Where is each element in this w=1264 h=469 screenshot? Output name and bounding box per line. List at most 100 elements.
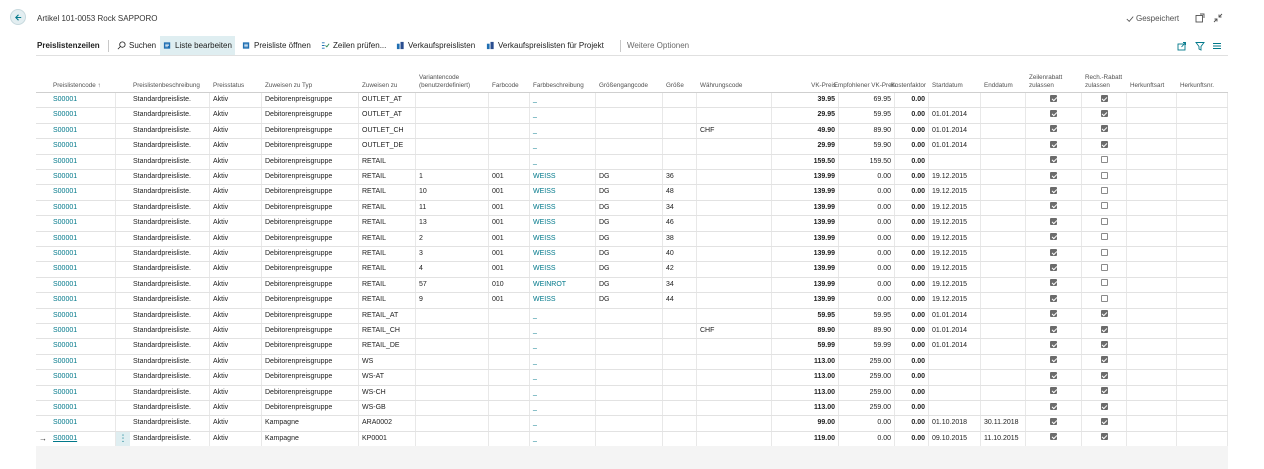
checkbox-checked[interactable] [1100,125,1108,133]
cell-source-no[interactable] [1177,431,1228,447]
cell-invoice-discount[interactable] [1082,154,1127,169]
cell-price-list-code[interactable]: S00001 [50,123,116,139]
cell-line-discount[interactable] [1026,170,1082,185]
cell-color-description[interactable]: _ [530,324,596,339]
table-row[interactable]: S00001 Standardpreisliste. Aktiv Debitorenp… [36,231,1228,247]
row-actions-menu-icon[interactable]: ⋮ [116,431,130,447]
checkbox-checked[interactable] [1100,402,1108,410]
table-row[interactable]: S00001 Standardpreisliste. Aktiv Debitorenp… [36,339,1228,355]
cell-source-no[interactable] [1177,216,1228,231]
table-row[interactable]: S00001 Standardpreisliste. Aktiv Debitorenp… [36,216,1228,232]
checkbox-unchecked[interactable] [1100,233,1108,241]
cell-price-list-code[interactable]: S00001 [50,262,116,277]
cell-invoice-discount[interactable] [1082,277,1127,293]
cell-source-type[interactable] [1127,123,1177,139]
cell-price-list-code[interactable]: S00001 [50,339,116,354]
col-header-recommended-price[interactable]: Empfohlener VK-Preis [833,82,897,89]
open-price-list-button[interactable]: Preisliste öffnen [239,36,314,55]
cell-source-no[interactable] [1177,139,1228,154]
checkbox-checked[interactable] [1100,310,1108,318]
table-row[interactable]: S00001 Standardpreisliste. Aktiv Debitorenp… [36,123,1228,140]
cell-source-type[interactable] [1127,354,1177,370]
col-header-invoice-discount[interactable]: Rech.-Rabatt zulassen [1085,74,1123,89]
table-row[interactable]: S00001 Standardpreisliste. Aktiv Debitorenp… [36,170,1228,186]
checkbox-checked[interactable] [1050,264,1057,272]
cell-color-description[interactable]: WEISS [530,262,596,277]
checkbox-checked[interactable] [1100,433,1108,441]
cell-source-type[interactable] [1127,293,1177,308]
cell-color-description[interactable]: _ [530,339,596,354]
cell-line-discount[interactable] [1026,308,1082,323]
cell-invoice-discount[interactable] [1082,339,1127,354]
cell-price-list-code[interactable]: S00001 [50,324,116,339]
cell-color-description[interactable]: _ [530,431,596,447]
checkbox-unchecked[interactable] [1100,217,1108,225]
cell-color-description[interactable]: _ [530,416,596,431]
cell-color-description[interactable]: WEISS [530,231,596,246]
checkbox-checked[interactable] [1100,371,1108,379]
cell-invoice-discount[interactable] [1082,93,1127,108]
cell-invoice-discount[interactable] [1082,416,1127,431]
checkbox-checked[interactable] [1100,418,1108,426]
cell-source-no[interactable] [1177,385,1228,400]
cell-invoice-discount[interactable] [1082,308,1127,323]
col-header-size[interactable]: Größe [666,82,684,89]
table-row[interactable]: → S00001 ⋮ Standardpreisliste. Aktiv Kampagne… [36,431,1228,448]
cell-source-type[interactable] [1127,247,1177,262]
cell-price-list-code[interactable]: S00001 [50,431,116,447]
col-header-price-list-code[interactable]: Preislistencode ↑ [53,82,101,89]
cell-color-description[interactable]: WEISS [530,293,596,308]
col-header-end-date[interactable]: Enddatum [984,82,1013,89]
checkbox-checked[interactable] [1050,171,1057,179]
cell-price-list-code[interactable]: S00001 [50,231,116,246]
cell-source-no[interactable] [1177,231,1228,246]
cell-price-list-code[interactable]: S00001 [50,93,116,108]
cell-source-no[interactable] [1177,154,1228,169]
cell-source-type[interactable] [1127,277,1177,293]
cell-source-no[interactable] [1177,354,1228,370]
table-row[interactable]: S00001 Standardpreisliste. Aktiv Debitorenp… [36,262,1228,278]
cell-line-discount[interactable] [1026,216,1082,231]
cell-price-list-code[interactable]: S00001 [50,308,116,323]
cell-source-type[interactable] [1127,339,1177,354]
col-header-status[interactable]: Preisstatus [213,82,245,89]
checkbox-checked[interactable] [1050,371,1057,379]
cell-invoice-discount[interactable] [1082,108,1127,123]
checkbox-checked[interactable] [1100,325,1108,333]
cell-line-discount[interactable] [1026,370,1082,385]
cell-source-type[interactable] [1127,93,1177,108]
collapse-icon[interactable] [1212,12,1224,24]
col-header-source-no[interactable]: Herkunftsnr. [1180,82,1214,89]
cell-color-description[interactable]: WEISS [530,185,596,200]
cell-source-no[interactable] [1177,339,1228,354]
cell-source-no[interactable] [1177,247,1228,262]
cell-line-discount[interactable] [1026,262,1082,277]
checkbox-checked[interactable] [1050,341,1057,349]
checkbox-unchecked[interactable] [1100,264,1108,272]
cell-color-description[interactable]: _ [530,370,596,385]
table-row[interactable]: S00001 Standardpreisliste. Aktiv Debitorenp… [36,108,1228,124]
checkbox-checked[interactable] [1050,140,1057,148]
edit-list-button[interactable]: Liste bearbeiten [160,36,235,55]
cell-line-discount[interactable] [1026,354,1082,370]
cell-color-description[interactable]: _ [530,308,596,323]
checkbox-checked[interactable] [1050,325,1057,333]
checkbox-checked[interactable] [1050,433,1057,441]
cell-invoice-discount[interactable] [1082,185,1127,200]
checkbox-checked[interactable] [1100,94,1108,102]
cell-invoice-discount[interactable] [1082,216,1127,231]
cell-source-type[interactable] [1127,324,1177,339]
cell-line-discount[interactable] [1026,139,1082,154]
cell-color-description[interactable]: WEISS [530,170,596,185]
checkbox-checked[interactable] [1050,217,1057,225]
checkbox-checked[interactable] [1050,233,1057,241]
cell-line-discount[interactable] [1026,339,1082,354]
cell-source-no[interactable] [1177,324,1228,339]
col-header-description[interactable]: Preislistenbeschreibung [133,82,200,89]
cell-invoice-discount[interactable] [1082,385,1127,400]
cell-source-type[interactable] [1127,370,1177,385]
table-row[interactable]: S00001 Standardpreisliste. Aktiv Debitorenp… [36,293,1228,309]
checkbox-checked[interactable] [1050,418,1057,426]
cell-price-list-code[interactable]: S00001 [50,185,116,200]
cell-source-no[interactable] [1177,123,1228,139]
